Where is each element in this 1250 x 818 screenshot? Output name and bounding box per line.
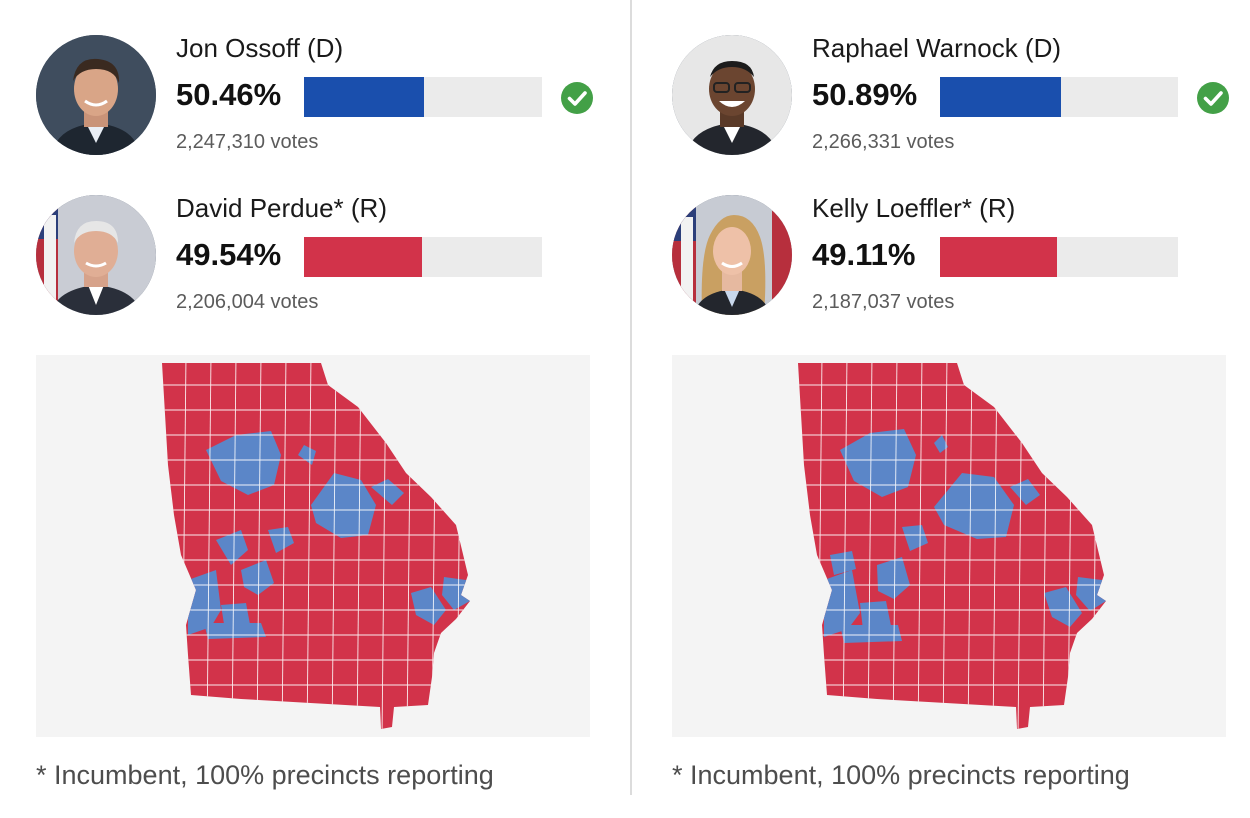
footnote: * Incumbent, 100% precincts reporting <box>36 760 494 790</box>
avatar-ossoff <box>36 35 156 155</box>
vote-percentage: 49.54% <box>176 237 282 272</box>
vote-count: 2,247,310 votes <box>176 131 319 153</box>
avatar-warnock <box>672 35 792 155</box>
vote-share-bar <box>304 237 542 277</box>
candidate-name: Kelly Loeffler* (R) <box>812 193 1016 223</box>
avatar-perdue <box>36 195 156 315</box>
vote-percentage: 50.89% <box>812 77 918 112</box>
vote-percentage: 50.46% <box>176 77 282 112</box>
county-results-map <box>36 355 590 737</box>
vote-share-fill <box>940 77 1062 117</box>
race-panel-ossoff-perdue: Jon Ossoff (D) 50.46% 2,247,310 votes <box>36 0 636 818</box>
candidate-row-perdue: David Perdue* (R) 49.54% 2,206,004 votes <box>36 193 636 315</box>
footnote: * Incumbent, 100% precincts reporting <box>672 760 1130 790</box>
candidate-row-warnock: Raphael Warnock (D) 50.89% 2,266,331 vot… <box>672 33 1250 155</box>
georgia-map <box>162 363 470 729</box>
vote-share-fill <box>304 237 422 277</box>
candidate-name: David Perdue* (R) <box>176 193 387 223</box>
vote-count: 2,266,331 votes <box>812 131 955 153</box>
candidate-row-ossoff: Jon Ossoff (D) 50.46% 2,247,310 votes <box>36 33 636 155</box>
vote-share-bar <box>304 77 542 117</box>
candidate-name: Raphael Warnock (D) <box>812 33 1062 63</box>
checkmark-circle-icon <box>1197 82 1229 114</box>
vote-share-bar <box>940 237 1178 277</box>
column-divider <box>630 0 632 795</box>
georgia-map <box>798 363 1106 729</box>
vote-share-fill <box>304 77 425 117</box>
avatar-loeffler <box>672 195 792 315</box>
vote-share-fill <box>940 237 1057 277</box>
candidate-row-loeffler: Kelly Loeffler* (R) 49.11% 2,187,037 vot… <box>672 193 1250 315</box>
candidate-name: Jon Ossoff (D) <box>176 33 344 63</box>
vote-share-bar <box>940 77 1178 117</box>
vote-percentage: 49.11% <box>812 237 916 272</box>
vote-count: 2,187,037 votes <box>812 291 955 313</box>
race-panel-warnock-loeffler: Raphael Warnock (D) 50.89% 2,266,331 vot… <box>672 0 1250 818</box>
checkmark-circle-icon <box>561 82 593 114</box>
county-results-map <box>672 355 1226 737</box>
vote-count: 2,206,004 votes <box>176 291 319 313</box>
